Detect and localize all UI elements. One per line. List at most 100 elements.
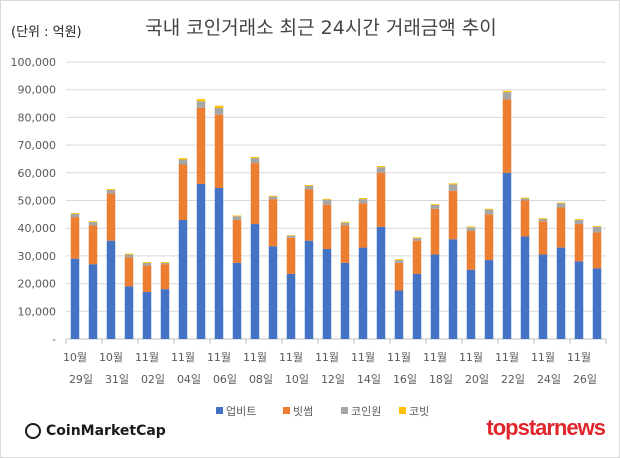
bar-빗썸 [232, 219, 242, 263]
bar-업비트 [178, 219, 188, 339]
bar-코빗 [520, 197, 530, 199]
x-tick-label-month: 10월 [63, 351, 87, 364]
x-tick-label-day: 06일 [213, 372, 237, 386]
y-tick-label: 80,000 [18, 111, 57, 124]
bar-빗썸 [376, 172, 386, 227]
legend-swatch [216, 407, 223, 414]
bar-코인원 [412, 238, 422, 241]
bar-업비트 [538, 254, 548, 339]
bar-코인원 [142, 262, 152, 266]
bar-코빗 [484, 208, 494, 210]
y-tick-label: - [52, 333, 56, 346]
bar-코인원 [232, 216, 242, 220]
bar-업비트 [196, 183, 206, 339]
y-tick-label: 40,000 [18, 222, 57, 235]
x-tick-label-month: 11월 [207, 351, 231, 364]
bar-업비트 [430, 254, 440, 339]
bar-코인원 [538, 219, 548, 222]
bar-코인원 [286, 235, 296, 238]
bar-빗썸 [160, 264, 170, 290]
legend-swatch [341, 407, 348, 414]
bar-업비트 [322, 248, 332, 339]
bar-업비트 [466, 269, 476, 339]
bar-코빗 [196, 99, 206, 102]
bar-업비트 [556, 247, 566, 339]
bar-코빗 [178, 158, 188, 160]
bar-코인원 [124, 254, 134, 258]
bar-코빗 [592, 225, 602, 227]
bar-코빗 [340, 221, 350, 223]
bar-코인원 [556, 203, 566, 208]
bar-코빗 [574, 219, 584, 220]
x-tick-label-month: 11월 [387, 351, 411, 364]
bar-빗썸 [520, 200, 530, 237]
x-tick-label-day: 10일 [285, 372, 309, 386]
bar-업비트 [106, 240, 116, 339]
bar-빗썸 [268, 199, 278, 247]
bar-업비트 [124, 286, 134, 339]
x-tick-label-month: 11월 [351, 351, 375, 364]
bar-빗썸 [394, 262, 404, 291]
bar-빗썸 [538, 221, 548, 255]
bar-코인원 [520, 198, 530, 201]
bar-코인원 [466, 227, 476, 231]
x-tick-label-day: 14일 [357, 372, 381, 386]
x-tick-label-month: 11월 [135, 351, 159, 364]
bar-코인원 [106, 189, 116, 194]
bar-코인원 [88, 222, 98, 226]
bar-업비트 [502, 172, 512, 339]
bar-코빗 [430, 204, 440, 205]
bar-빗썸 [484, 214, 494, 261]
bar-빗썸 [412, 240, 422, 274]
bar-업비트 [340, 262, 350, 339]
bar-코인원 [70, 213, 80, 218]
bar-업비트 [232, 262, 242, 339]
y-tick-label: 20,000 [18, 278, 57, 291]
bar-빗썸 [304, 189, 314, 241]
coinmarketcap-logo: CoinMarketCap [25, 423, 166, 439]
bar-코빗 [286, 235, 296, 236]
bar-코인원 [268, 196, 278, 200]
bar-업비트 [214, 188, 224, 339]
bar-코인원 [484, 209, 494, 215]
bar-빗썸 [178, 164, 188, 220]
bar-빗썸 [466, 230, 476, 270]
bar-빗썸 [322, 204, 332, 249]
bar-코인원 [196, 101, 206, 108]
bar-코인원 [502, 92, 512, 100]
x-tick-label-day: 26일 [573, 372, 597, 386]
x-tick-label-month: 11월 [171, 351, 195, 364]
x-tick-label-month: 11월 [315, 351, 339, 364]
y-tick-label: 70,000 [18, 139, 57, 152]
bar-빗썸 [214, 114, 224, 189]
bar-코빗 [448, 183, 458, 185]
bar-빗썸 [556, 207, 566, 248]
bar-업비트 [484, 260, 494, 339]
bar-빗썸 [70, 217, 80, 259]
bar-코빗 [88, 221, 98, 223]
bar-업비트 [160, 289, 170, 339]
bar-코인원 [340, 222, 350, 226]
y-tick-label: 30,000 [18, 250, 57, 263]
x-tick-label-month: 11월 [495, 351, 519, 364]
coinmarketcap-icon [25, 423, 41, 439]
bar-코인원 [358, 199, 368, 204]
y-tick-label: 90,000 [18, 84, 57, 97]
x-tick-label-month: 11월 [279, 351, 303, 364]
bar-코인원 [250, 158, 260, 164]
bar-코인원 [376, 167, 386, 173]
bar-코빗 [70, 212, 80, 214]
bar-업비트 [70, 258, 80, 339]
bar-코빗 [394, 259, 404, 261]
bar-코인원 [214, 107, 224, 115]
x-tick-label-day: 31일 [105, 372, 129, 386]
y-tick-label: 10,000 [18, 305, 57, 318]
bar-빗썸 [142, 265, 152, 292]
bar-코빗 [538, 218, 548, 220]
x-tick-label-day: 04일 [177, 372, 201, 386]
x-tick-label-month: 10월 [99, 351, 123, 364]
bar-업비트 [88, 264, 98, 339]
legend-label: 빗썸 [293, 405, 313, 418]
